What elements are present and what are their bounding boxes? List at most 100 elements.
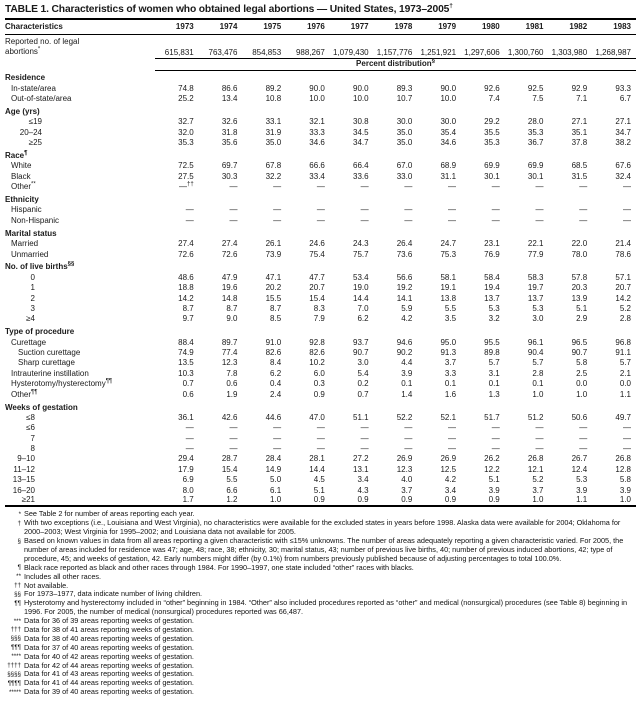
label-text: Marital status [5,228,57,238]
label-text: Hispanic [11,205,42,215]
footnote-text: Data for 38 of 40 areas reporting weeks … [24,633,194,643]
value-cell: 19.6 [221,283,238,293]
footnote-ref: ¶¶ [31,388,38,395]
row-label-text: 20–24 [19,127,42,137]
value-cell: 28.4 [265,454,282,464]
value-cell: — [535,423,544,433]
row-label: In-state/area [5,84,155,94]
value-cell: 37.8 [571,138,588,148]
reported-abortions-value: 615,831 [164,47,194,57]
year-header: 1975 [242,19,287,36]
year-header: 1977 [329,19,374,36]
footnote: ¶¶¶¶ Data for 41 of 44 areas reporting we… [6,678,635,688]
value-cell: 7.0 [357,303,369,313]
year-header: 1974 [198,19,243,36]
footnote-marker: * [18,510,21,518]
value-cell: 10.0 [440,94,457,104]
footnote-ref: § [431,58,435,65]
value-cell: 21.4 [615,239,631,249]
value-cell: 19.2 [396,283,413,293]
value-cell: 95.5 [484,337,500,347]
value-cell: 90.7 [353,348,369,358]
value-cell: 5.0 [270,475,282,485]
value-cell: 5.3 [532,303,544,313]
table-row: Unmarried 72.6 72.6 73.9 75.4 75.7 73.6 75.3 76.… [5,250,636,260]
row-label-text: 8 [30,444,35,454]
value-cell: 0.0 [576,379,588,389]
value-cell: 34.7 [615,127,631,137]
footnote: ††† Data for 38 of 41 areas reporting wee… [6,625,635,635]
value-cell: 20.3 [571,283,588,293]
value-cell: 0.9 [444,495,457,505]
row-label: Unmarried [5,250,155,260]
value-cell: 14.4 [353,293,369,303]
value-cell: 0.1 [488,379,500,389]
value-cell: 5.3 [488,303,500,313]
value-cell: 90.2 [396,348,413,358]
table-row: Black 27.5 30.3 32.2 33.4 33.6 33.0 31.1 30.1 30.… [5,172,636,182]
value-cell: — [404,215,413,225]
row-label-text: 16–20 [12,485,35,495]
footnote: †† Not available. [6,581,635,591]
empty-cell [5,58,155,70]
value-cell: — [360,182,369,192]
row-label-text: 9–10 [17,454,35,464]
value-cell: 10.8 [265,94,282,104]
value-cell: 26.1 [265,239,282,249]
table-row: 7 — — — — — — — — — — — [5,434,636,444]
table-title-marker: † [449,2,453,10]
table-row: ≥21 1.7 1.2 1.0 0.9 0.9 0.9 0.9 0.9 1.0 1.1 1.0 [5,495,636,506]
value-cell: 29.4 [178,454,194,464]
value-cell: 15.5 [265,293,282,303]
table-row: 0 48.6 47.9 47.1 47.7 53.4 56.6 58.1 58.4 58.3 57.… [5,273,636,283]
value-cell: 27.4 [178,239,194,249]
value-cell: 92.9 [571,83,588,93]
section-header: Weeks of gestation [5,400,636,413]
table-row: 2 14.2 14.8 15.5 15.4 14.4 14.1 13.8 13.7 13.7 13.… [5,294,636,304]
label-text: Age (yrs) [5,106,40,116]
value-cell: 7.1 [576,94,588,104]
footnotes: * See Table 2 for number of areas reporti… [5,507,636,697]
value-cell: 8.7 [270,303,282,313]
value-cell: 3.0 [357,358,369,368]
value-cell: — [535,182,544,192]
value-cell: 3.4 [444,485,457,495]
value-cell: 2.9 [576,314,588,324]
value-cell: 72.6 [178,249,194,259]
value-cell: 7.4 [488,94,500,104]
table-row: ≥25 35.3 35.6 35.0 34.6 34.7 35.0 34.6 35.3 36.7 3… [5,138,636,148]
value-cell: 33.0 [396,171,413,181]
value-cell: 90.0 [309,83,325,93]
label-text: Percent distribution [356,58,432,68]
value-cell: 91.3 [440,348,457,358]
value-cell: 31.8 [221,127,238,137]
table-row: Suction curettage 74.9 77.4 82.6 82.6 90.7 90.… [5,348,636,358]
footnote-marker: ¶¶¶¶ [7,679,21,687]
value-cell: 33.3 [309,127,325,137]
value-cell: 66.6 [309,161,325,171]
footnote-ref: ¶ [24,150,28,157]
reported-abortions-value: 1,079,430 [333,47,369,57]
value-cell: — [535,205,544,215]
value-cell: 26.4 [396,239,413,249]
value-cell: 1.3 [488,389,500,399]
value-cell: 3.7 [444,358,457,368]
value-cell: — [491,182,500,192]
footnote: ¶¶¶ Data for 37 of 40 areas reporting wee… [6,643,635,653]
value-cell: 86.6 [221,83,238,93]
table-row: White 72.5 69.7 67.8 66.6 66.4 67.0 68.9 69.9 69.… [5,161,636,171]
value-cell: — [404,182,413,192]
row-label: White [5,161,155,171]
value-cell: 0.4 [270,379,282,389]
value-cell: 82.6 [309,348,325,358]
footnote-text: Data for 39 of 40 areas reporting weeks … [24,687,194,697]
value-cell: 90.0 [353,83,369,93]
value-cell: 0.1 [401,379,413,389]
value-cell: 89.7 [221,337,238,347]
footnote-ref: ¶¶ [105,378,113,385]
section-header: Residence [5,70,636,83]
value-cell: 8.7 [182,303,194,313]
value-cell: 34.5 [353,127,369,137]
row-label: ≤6 [5,423,155,433]
value-cell: 75.3 [440,249,457,259]
